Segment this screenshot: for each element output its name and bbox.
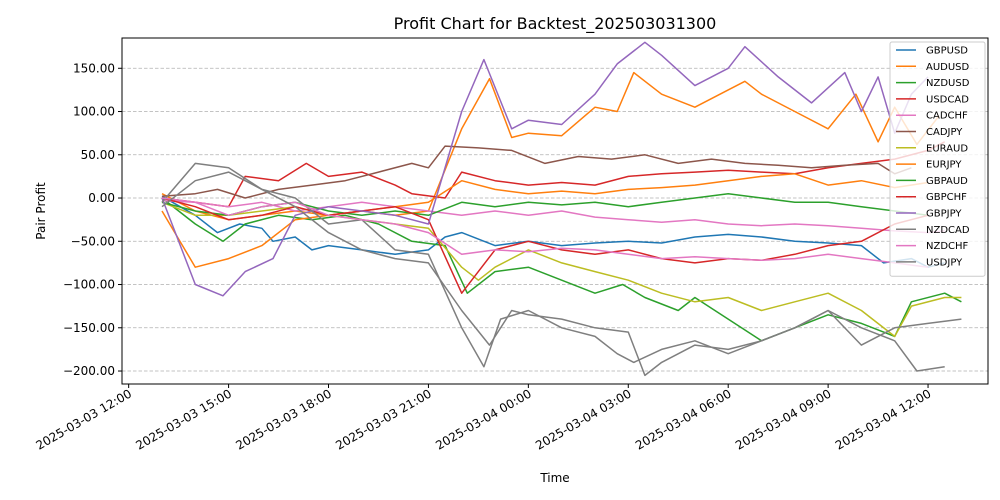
legend-label-gbpusd: GBPUSD [926,46,968,57]
legend-label-gbpjpy: GBPJPY [926,209,962,220]
series-line-audusd [161,71,940,221]
legend-label-usdcad: USDCAD [926,94,969,105]
y-tick-label: 50.00 [81,148,115,162]
legend-label-nzdcad: NZDCAD [926,225,970,236]
series-line-cadchf [161,199,945,234]
series-line-cadjpy [161,145,912,199]
legend-box [889,41,986,277]
series-line-gbpjpy [161,41,929,297]
y-tick-label: 0.00 [88,191,115,205]
legend-label-gbpaud: GBPAUD [926,176,968,187]
y-axis: 150.00 100.00 50.00 0.00 −50.00 −100.00 −150.0… [63,61,122,378]
y-tick-label: −50.00 [71,234,115,248]
legend-label-nzdchf: NZDCHF [926,241,969,252]
series-line-usdjpy [161,171,962,377]
y-axis-label: Pair Profit [34,182,48,240]
legend-label-cadchf: CADCHF [926,111,968,122]
legend-label-usdjpy: USDJPY [926,257,963,268]
y-tick-label: −100.00 [63,278,115,292]
legend-label-gbpchf: GBPCHF [926,192,967,203]
y-tick-label: 150.00 [73,61,115,75]
legend-label-nzdusd: NZDUSD [926,78,970,89]
series-lines [161,41,962,377]
series-line-usdcad [161,141,946,208]
legend-label-audusd: AUDUSD [926,62,970,73]
legend-label-cadjpy: CADJPY [926,127,963,138]
plot-frame [121,37,989,385]
legend-label-euraud: EURAUD [926,143,968,154]
series-line-gbpchf [161,197,929,294]
y-tick-label: −150.00 [63,321,115,335]
chart-title: Profit Chart for Backtest_202503031300 [394,14,717,34]
legend: GBPUSD AUDUSD NZDUSD USDCAD CADCHF CADJPY EURA… [889,41,986,277]
legend-label-eurjpy: EURJPY [926,160,962,171]
y-tick-label: −200.00 [63,364,115,378]
y-tick-label: 100.00 [73,105,115,119]
x-axis-label: Time [539,471,569,485]
series-line-eurjpy [161,173,929,268]
